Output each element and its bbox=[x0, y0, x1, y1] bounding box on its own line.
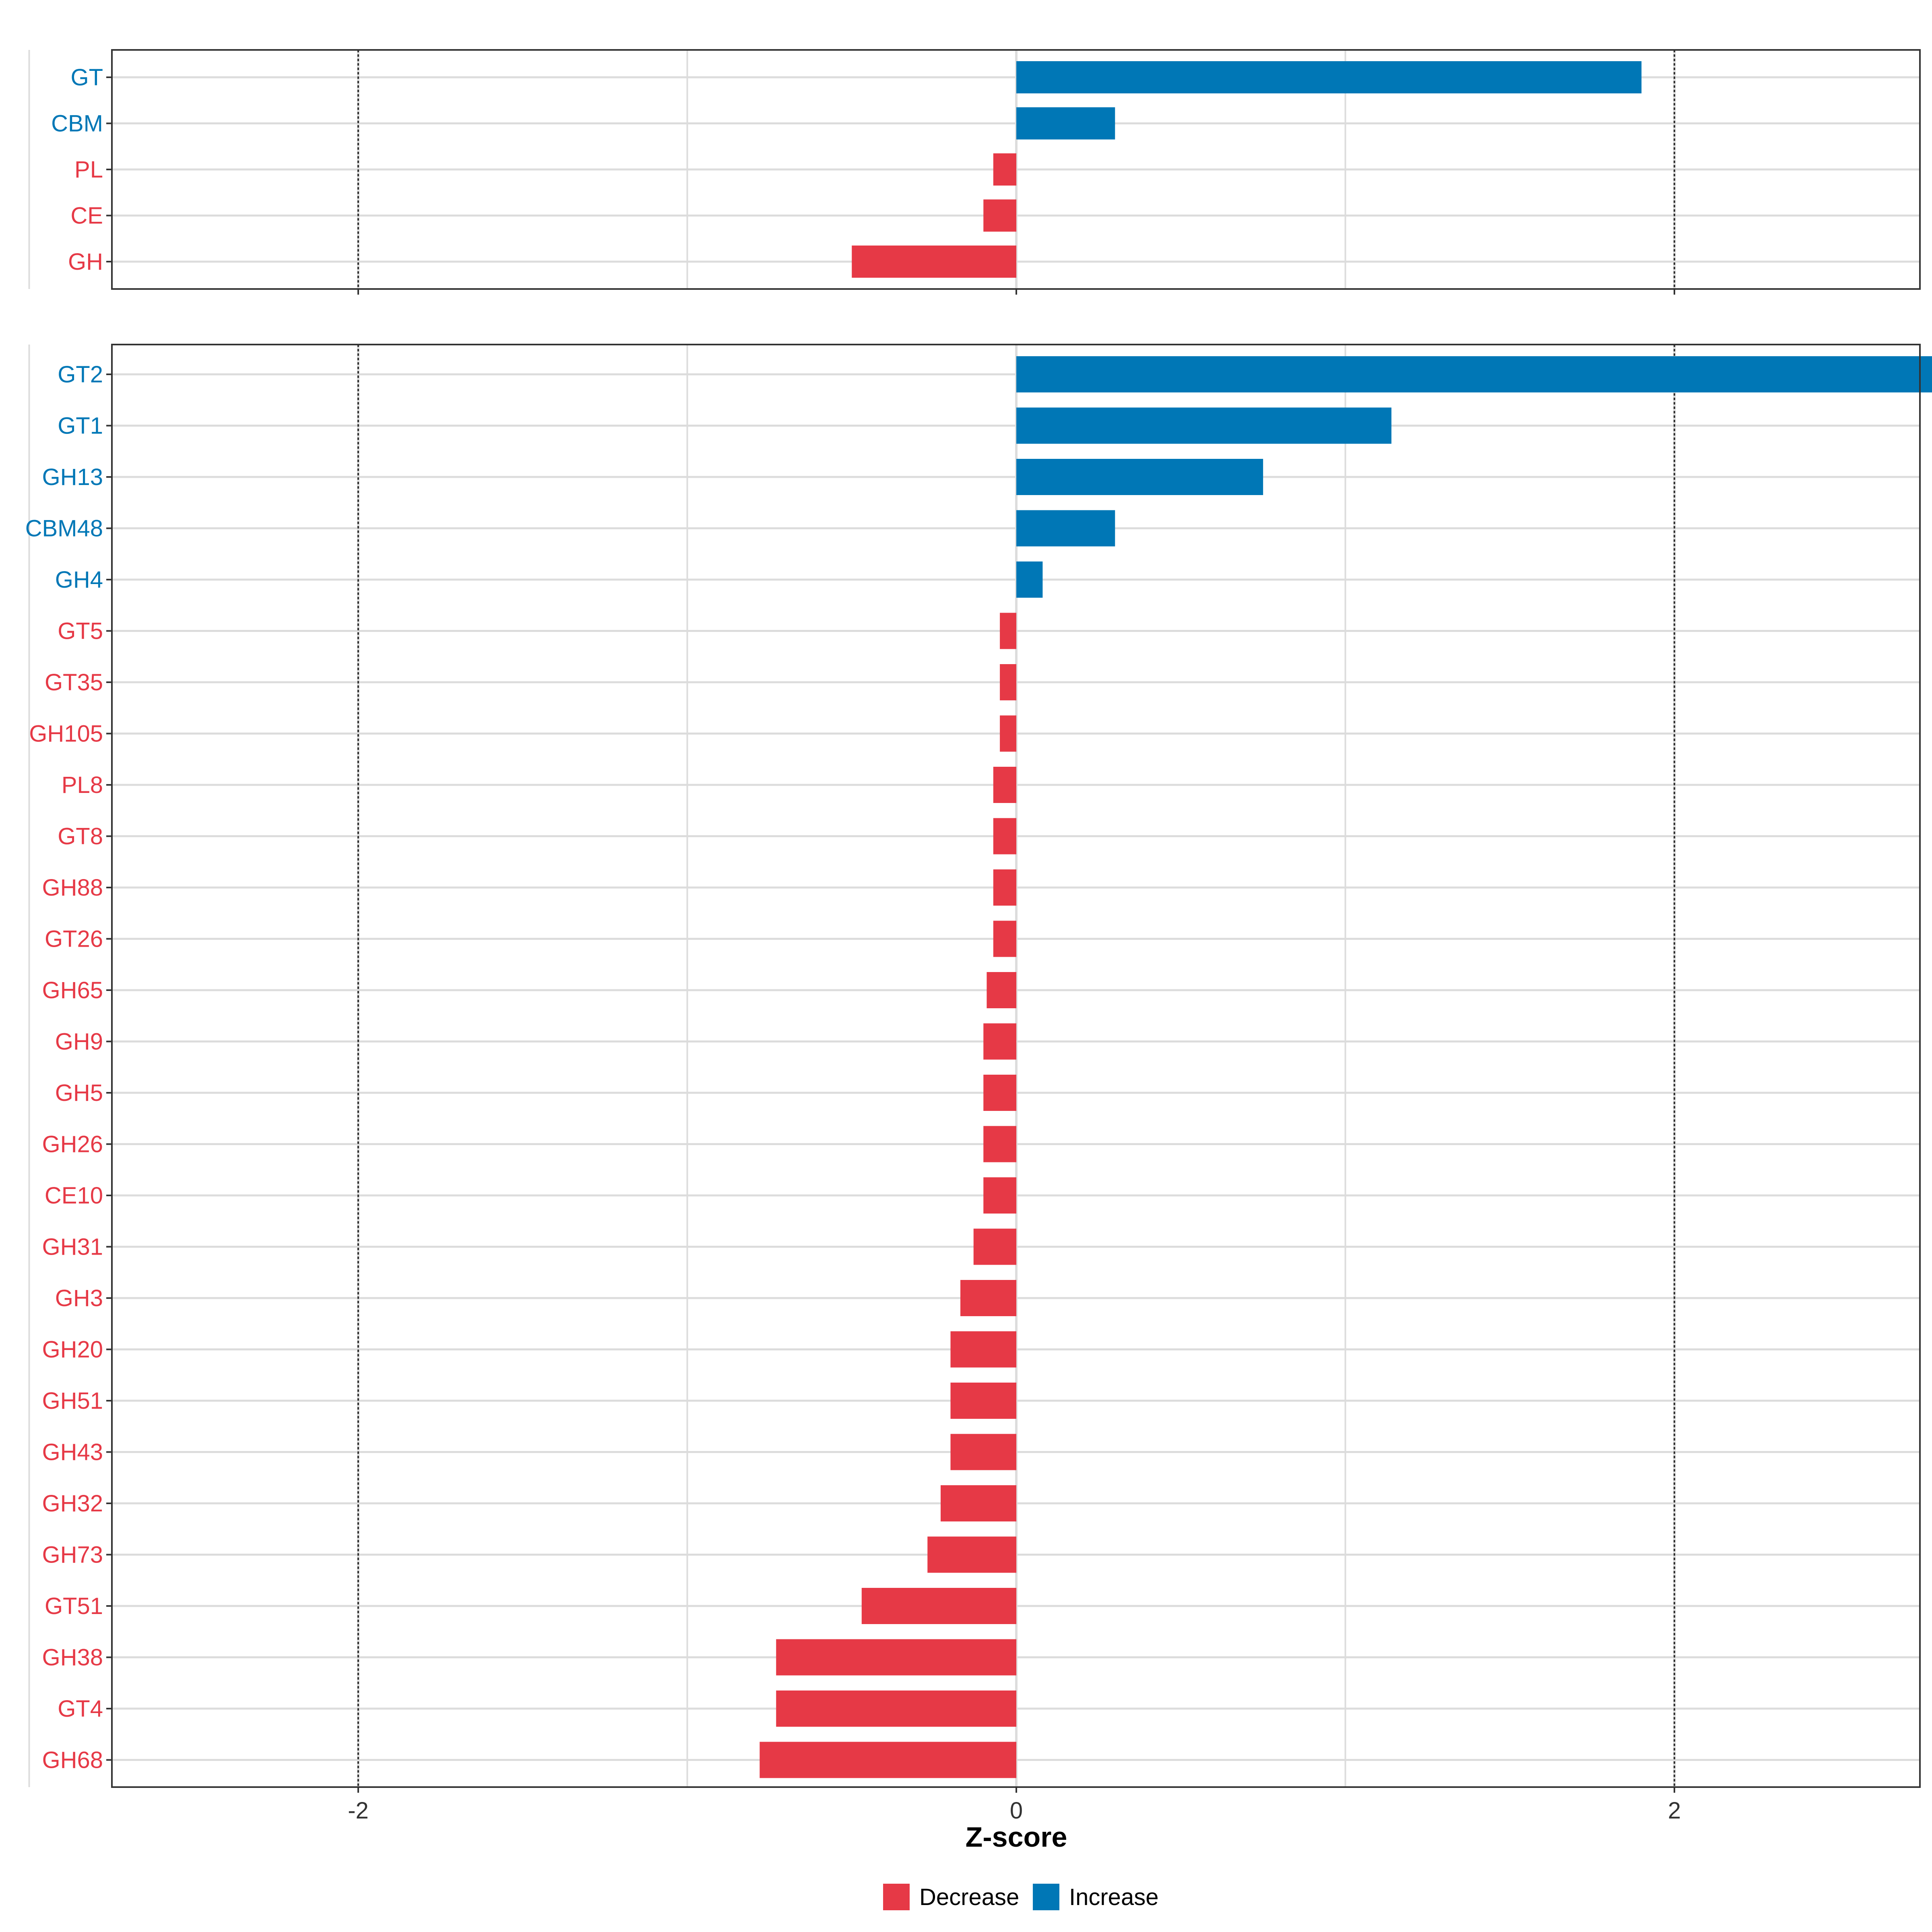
y-label-GH4: GH4 bbox=[55, 567, 103, 593]
bar-GH51 bbox=[950, 1383, 1016, 1419]
y-label-GT1: GT1 bbox=[58, 413, 103, 439]
y-label-GH32: GH32 bbox=[42, 1490, 103, 1517]
y-label-CE: CE bbox=[70, 203, 103, 229]
y-label-GH43: GH43 bbox=[42, 1439, 103, 1466]
legend-label-decrease: Decrease bbox=[919, 1884, 1019, 1910]
bar-GT5 bbox=[1000, 613, 1016, 649]
bar-GT2 bbox=[1016, 356, 1932, 392]
bar-GH20 bbox=[950, 1331, 1016, 1368]
bar-CBM48 bbox=[1016, 510, 1115, 547]
legend: Decrease Increase bbox=[883, 1884, 1158, 1910]
y-label-PL8: PL8 bbox=[62, 772, 103, 798]
y-label-GT: GT bbox=[70, 64, 103, 91]
y-label-GT35: GT35 bbox=[45, 669, 103, 696]
y-label-CBM48: CBM48 bbox=[25, 516, 103, 542]
bar-PL bbox=[993, 153, 1016, 186]
y-label-GH9: GH9 bbox=[55, 1029, 103, 1055]
top-panel: GT CBM PL CE GH bbox=[28, 49, 1921, 290]
bar-GH38 bbox=[776, 1639, 1016, 1676]
bar-CE10 bbox=[983, 1177, 1016, 1214]
y-label-GH26: GH26 bbox=[42, 1131, 103, 1158]
y-label-PL: PL bbox=[74, 157, 103, 183]
x-tick-label: -2 bbox=[348, 1798, 369, 1824]
bar-GH9 bbox=[983, 1023, 1016, 1060]
y-label-GH88: GH88 bbox=[42, 875, 103, 901]
legend-swatch-decrease bbox=[883, 1884, 910, 1910]
bar-CE bbox=[983, 199, 1016, 232]
bar-GT1 bbox=[1016, 407, 1391, 444]
y-label-GT5: GT5 bbox=[58, 618, 103, 644]
x-axis-title: Z-score bbox=[966, 1821, 1067, 1853]
y-label-GH65: GH65 bbox=[42, 977, 103, 1003]
y-label-GT26: GT26 bbox=[45, 926, 103, 952]
bar-GH88 bbox=[993, 869, 1016, 906]
y-label-CE10: CE10 bbox=[45, 1183, 103, 1209]
y-label-GT4: GT4 bbox=[58, 1696, 103, 1722]
bar-GH43 bbox=[950, 1434, 1016, 1470]
bar-GT bbox=[1016, 61, 1642, 93]
bar-GH73 bbox=[927, 1536, 1016, 1573]
bar-GH5 bbox=[983, 1075, 1016, 1111]
x-tick-label: 2 bbox=[1668, 1798, 1681, 1824]
bar-PL8 bbox=[993, 767, 1016, 803]
bar-GT8 bbox=[993, 818, 1016, 855]
y-label-GH: GH bbox=[68, 249, 103, 275]
bar-GH4 bbox=[1016, 561, 1043, 598]
y-label-GT51: GT51 bbox=[45, 1593, 103, 1619]
legend-label-increase: Increase bbox=[1069, 1884, 1158, 1910]
bar-GH32 bbox=[940, 1485, 1016, 1521]
y-label-GT2: GT2 bbox=[58, 361, 103, 388]
y-label-GH73: GH73 bbox=[42, 1542, 103, 1568]
bar-GH13 bbox=[1016, 459, 1263, 495]
bar-GT35 bbox=[1000, 664, 1016, 700]
y-label-GH20: GH20 bbox=[42, 1337, 103, 1363]
bottom-panel: GT2 GT1 GH13 CBM48 GH4 GT5 GT35 GH105 PL8 GT8 GH88… bbox=[25, 344, 1932, 1788]
y-label-GH51: GH51 bbox=[42, 1388, 103, 1414]
y-label-GH13: GH13 bbox=[42, 464, 103, 490]
y-label-GH3: GH3 bbox=[55, 1285, 103, 1311]
y-label-GH5: GH5 bbox=[55, 1080, 103, 1106]
bar-GH3 bbox=[960, 1280, 1016, 1316]
bar-GT26 bbox=[993, 921, 1016, 957]
y-label-GH38: GH38 bbox=[42, 1645, 103, 1671]
bar-GH31 bbox=[973, 1228, 1016, 1265]
y-label-GT8: GT8 bbox=[58, 824, 103, 850]
x-tick-label: 0 bbox=[1010, 1798, 1023, 1824]
bar-GH105 bbox=[1000, 715, 1016, 752]
bar-GH bbox=[852, 246, 1016, 278]
bar-CBM bbox=[1016, 107, 1115, 140]
x-axis: -4-2024 bbox=[348, 289, 1681, 1824]
bar-GH26 bbox=[983, 1126, 1016, 1162]
y-label-GH105: GH105 bbox=[29, 721, 103, 747]
bar-GT51 bbox=[861, 1588, 1016, 1624]
legend-swatch-increase bbox=[1033, 1884, 1059, 1910]
bar-GH68 bbox=[760, 1742, 1016, 1778]
y-label-GH68: GH68 bbox=[42, 1747, 103, 1773]
bar-GH65 bbox=[987, 972, 1016, 1008]
bar-GT4 bbox=[776, 1690, 1016, 1727]
y-label-CBM: CBM bbox=[51, 111, 103, 137]
y-label-GH31: GH31 bbox=[42, 1234, 103, 1260]
